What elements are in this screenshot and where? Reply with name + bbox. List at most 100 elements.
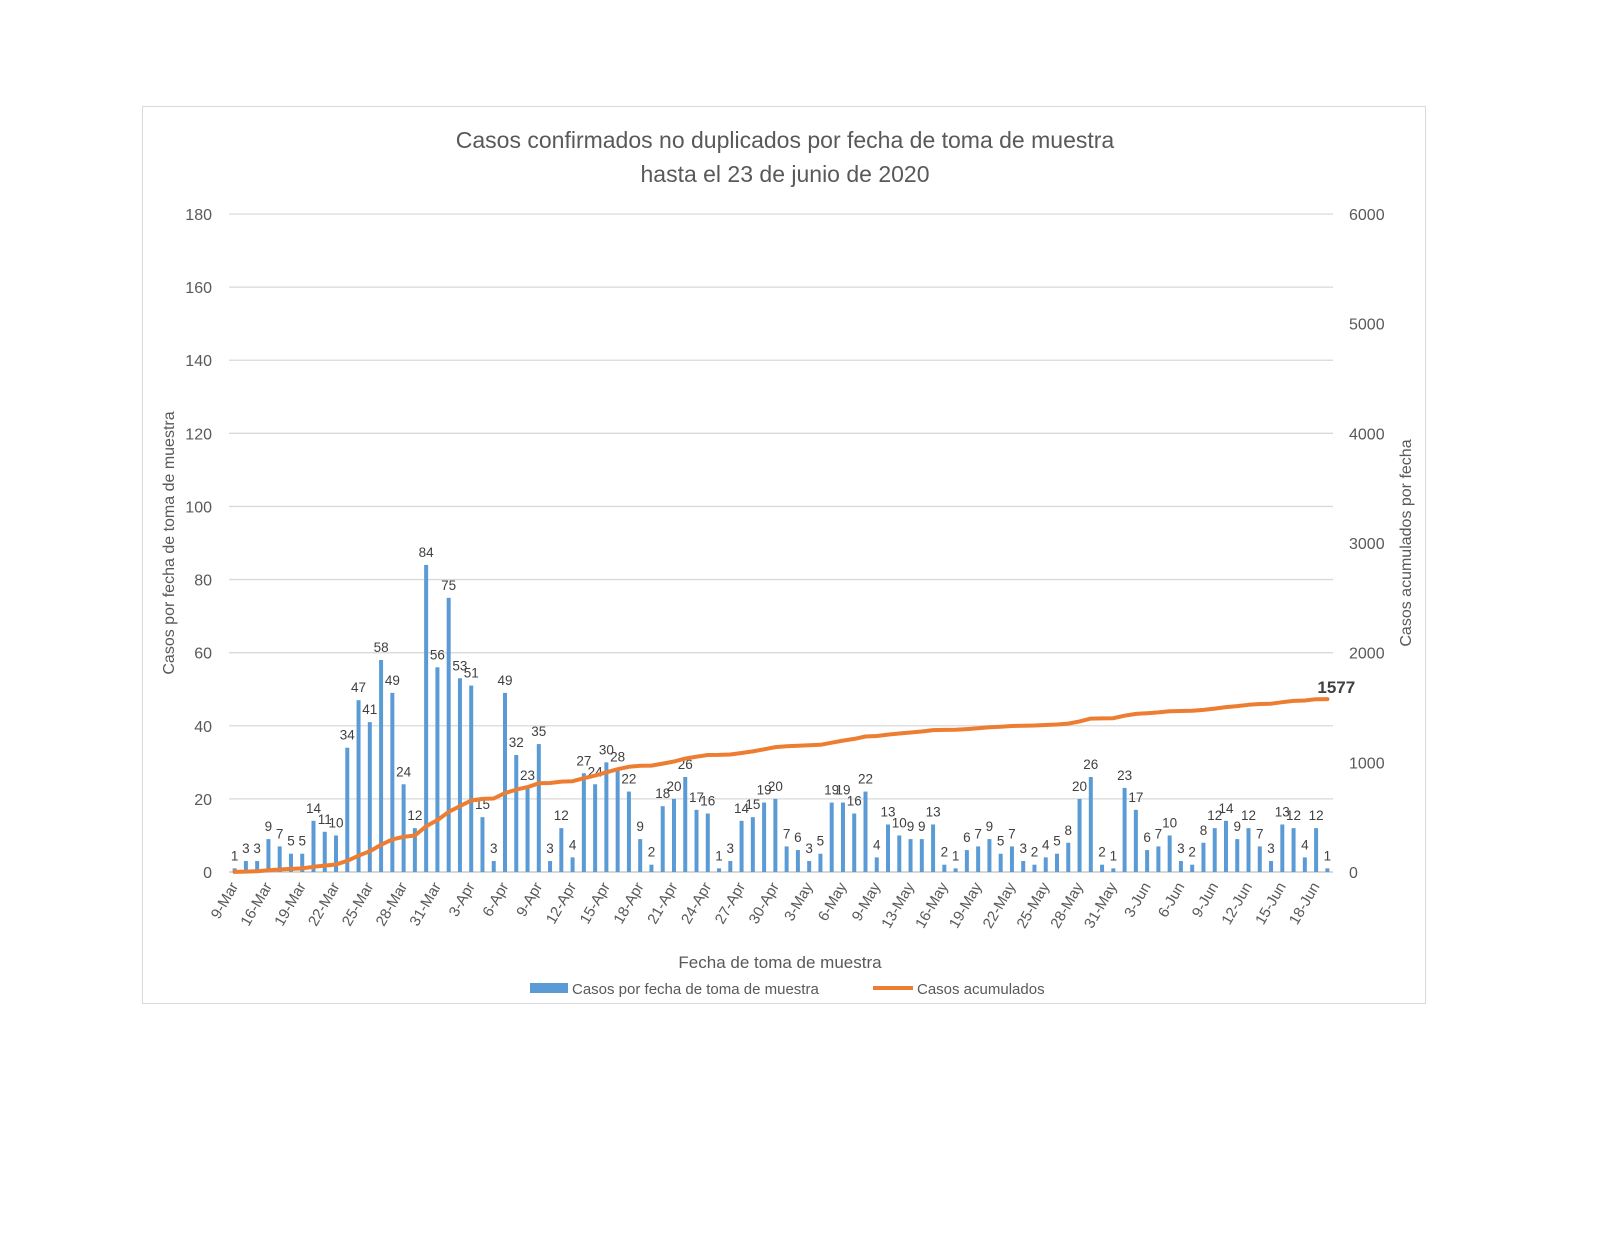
y-axis-left-ticks: 0 20 40 60 80 100 120 140 160 180 (185, 207, 212, 882)
x-tick-label: 3-Jun (1121, 880, 1154, 921)
bar (683, 776, 688, 872)
y-tick-label: 20 (194, 792, 212, 809)
bar (852, 813, 857, 872)
bar-value-label: 9 (636, 819, 644, 834)
bar-value-label: 12 (1207, 808, 1222, 823)
bar-value-label: 7 (1155, 826, 1163, 841)
bar-value-label: 10 (892, 815, 907, 830)
bar (897, 835, 902, 872)
bar (300, 853, 305, 872)
bar (976, 846, 981, 872)
bar (525, 787, 530, 872)
bar (1201, 842, 1206, 872)
bar-value-label: 23 (520, 768, 535, 783)
bar-value-label: 17 (1128, 790, 1143, 805)
bar-value-label: 47 (351, 680, 366, 695)
bar-value-label: 15 (745, 797, 760, 812)
bar (548, 861, 553, 872)
bar (762, 802, 767, 872)
x-tick-label: 19-Mar (271, 879, 309, 929)
bar (1212, 828, 1217, 872)
bar-value-label: 13 (881, 804, 896, 819)
bar (288, 853, 293, 872)
bar-value-label: 13 (1275, 804, 1290, 819)
bar (593, 784, 598, 872)
y-tick-label: 60 (194, 646, 212, 663)
bar (311, 820, 316, 872)
bar (840, 802, 845, 872)
bar (1246, 828, 1251, 872)
bar (1280, 824, 1285, 872)
bar-series (232, 564, 1330, 872)
bar-data-labels: 1 3 39 7 5 5141110344741584924128456755351153… (231, 545, 1331, 863)
bar-value-label: 2 (1098, 845, 1106, 860)
bar (671, 798, 676, 872)
bar-value-label: 9 (1233, 819, 1241, 834)
bar (1088, 776, 1093, 872)
bar (886, 824, 891, 872)
bar-value-label: 8 (1200, 823, 1208, 838)
bar-value-label: 4 (1042, 837, 1050, 852)
bar-value-label: 20 (768, 779, 783, 794)
bar-value-label: 20 (1072, 779, 1087, 794)
bar-value-label: 51 (464, 666, 479, 681)
bar-value-label: 19 (835, 783, 850, 798)
legend: Casos por fecha de toma de muestra Casos… (530, 981, 1045, 998)
y2-tick-label: 3000 (1349, 536, 1385, 553)
bar (1269, 861, 1274, 872)
bar-value-label: 19 (824, 783, 839, 798)
bar-value-label: 41 (362, 702, 377, 717)
bar (1021, 861, 1026, 872)
bar-value-label: 7 (974, 826, 982, 841)
bar (807, 861, 812, 872)
bar (1077, 798, 1082, 872)
y-axis-right-ticks: 0 1000 2000 3000 4000 5000 6000 (1349, 207, 1385, 882)
bar-value-label: 22 (621, 772, 636, 787)
y2-tick-label: 4000 (1349, 426, 1385, 443)
bar (728, 861, 733, 872)
y-tick-label: 180 (185, 207, 212, 224)
bar-value-label: 58 (374, 640, 389, 655)
bar-value-label: 5 (1053, 834, 1061, 849)
bar (1325, 868, 1330, 872)
chart-container: Casos confirmados no duplicados por fech… (142, 106, 1426, 1004)
bar-value-label: 32 (509, 735, 524, 750)
bar (581, 773, 586, 872)
x-tick-label: 9-Apr (513, 880, 546, 920)
bar (1009, 846, 1014, 872)
y-tick-label: 140 (185, 353, 212, 370)
bar-value-label: 3 (546, 841, 554, 856)
bar-value-label: 27 (576, 753, 591, 768)
x-tick-label: 3-May (781, 879, 817, 924)
x-tick-label: 21-Apr (644, 880, 681, 927)
bar (412, 828, 417, 872)
bar (1235, 839, 1240, 872)
x-tick-label: 27-Apr (712, 880, 749, 927)
bar-value-label: 3 (1177, 841, 1185, 856)
combo-chart: Casos confirmados no duplicados por fech… (161, 127, 1415, 998)
bar-value-label: 4 (1301, 837, 1309, 852)
bar (615, 769, 620, 872)
bar-value-label: 7 (783, 826, 791, 841)
chart-subtitle: hasta el 23 de junio de 2020 (640, 161, 929, 187)
bar (739, 820, 744, 872)
bar-value-label: 3 (1019, 841, 1027, 856)
x-tick-label: 12-Apr (543, 880, 580, 927)
y-tick-label: 80 (194, 573, 212, 590)
bar-value-label: 3 (1267, 841, 1275, 856)
bar-value-label: 84 (419, 545, 435, 560)
bar (1314, 828, 1319, 872)
bar-value-label: 2 (648, 845, 656, 860)
bar (694, 809, 699, 872)
bar-value-label: 12 (1241, 808, 1256, 823)
bar-value-label: 7 (276, 826, 284, 841)
bar (795, 850, 800, 872)
x-tick-label: 31-Mar (406, 879, 444, 929)
bar (345, 747, 350, 872)
x-tick-label: 16-Mar (237, 879, 275, 929)
legend-line-label: Casos acumulados (917, 981, 1045, 998)
final-value-label: 1577 (1317, 678, 1355, 697)
bar (536, 744, 541, 872)
bar (401, 784, 406, 872)
bar (987, 839, 992, 872)
